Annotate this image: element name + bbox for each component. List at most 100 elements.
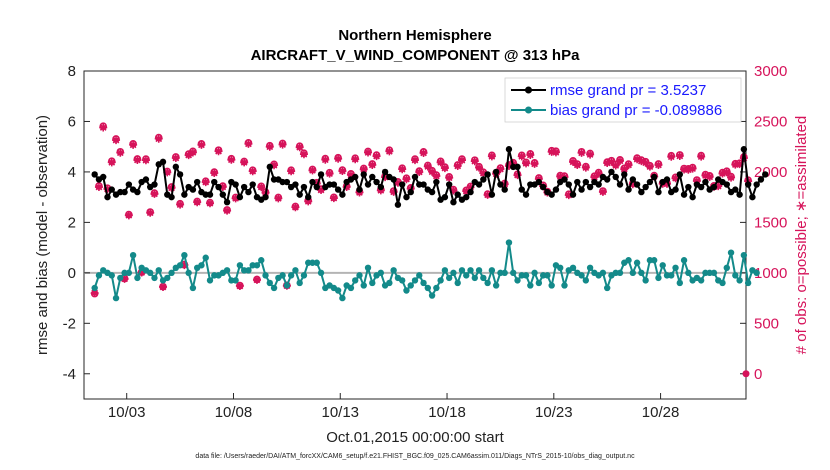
obs-assimilated-point (637, 157, 646, 166)
obs-assimilated-point (291, 203, 300, 212)
obs-assimilated-point (393, 178, 402, 187)
obs-assimilated-point (428, 167, 437, 176)
rmse-point (100, 173, 107, 181)
bias-point (437, 277, 444, 284)
rmse-point (616, 181, 624, 188)
obs-assimilated-point (376, 186, 385, 195)
bias-point (283, 282, 291, 289)
obs-assimilated-point (586, 150, 595, 159)
bias-point (522, 272, 530, 279)
rmse-point (181, 191, 188, 198)
rmse-point (266, 163, 273, 171)
rmse-point (377, 183, 385, 191)
rmse-point (236, 193, 244, 201)
bias-point (492, 282, 500, 289)
bias-point (270, 284, 278, 292)
rmse-point (625, 186, 632, 193)
rmse-point (317, 171, 325, 178)
bias-point (91, 284, 98, 292)
rmse-point (313, 183, 320, 191)
rmse-point (672, 186, 679, 193)
bias-point (125, 269, 133, 277)
x-tick-label: 10/28 (642, 404, 680, 421)
obs-assimilated-point (654, 160, 663, 169)
rmse-point (334, 186, 342, 193)
obs-assimilated-point (457, 156, 466, 165)
bias-point (676, 279, 683, 287)
rmse-point (612, 173, 619, 181)
left-tick-label: 6 (68, 113, 76, 130)
x-tick-label: 10/23 (535, 404, 573, 421)
rmse-point (373, 178, 380, 186)
obs-assimilated-point (556, 172, 565, 181)
bias-point (510, 269, 517, 277)
bias-point (633, 259, 641, 266)
bias-point (129, 251, 137, 259)
bias-point (454, 279, 461, 287)
obs-assimilated-point (112, 136, 121, 145)
bias-point (535, 279, 543, 287)
rmse-point (142, 176, 150, 183)
rmse-point (292, 181, 299, 188)
bias-point (616, 269, 624, 277)
right-tick-label: 1000 (754, 265, 787, 282)
rmse-point (151, 181, 158, 188)
obs-assimilated-point (188, 148, 197, 157)
bias-point (578, 272, 585, 279)
rmse-point (219, 191, 227, 198)
rmse-point (475, 181, 483, 188)
rmse-point (454, 191, 461, 198)
obs-assimilated-point (214, 147, 223, 156)
bias-point (505, 239, 513, 246)
rmse-point (736, 191, 743, 198)
left-tick-label: 4 (68, 164, 76, 181)
left-y-axis-label: rmse and bias (model - observation) (34, 115, 51, 355)
obs-assimilated-point (270, 161, 279, 170)
rmse-point (501, 186, 508, 193)
x-axis-label: Oct.01,2015 00:00:00 start (326, 429, 504, 446)
rmse-point (608, 168, 615, 176)
obs-assimilated-point (295, 143, 304, 152)
obs-assimilated-point (705, 172, 714, 181)
rmse-point (702, 178, 709, 186)
legend-bias-label: bias grand pr = -0.089886 (550, 102, 722, 119)
rmse-point (676, 171, 683, 178)
obs-assimilated-point (235, 281, 244, 290)
obs-assimilated-point (590, 173, 599, 182)
bias-point (603, 284, 611, 292)
rmse-point (232, 181, 239, 188)
right-y-axis-label: # of obs: o=possible; ∗=assimilated (793, 116, 810, 355)
obs-assimilated-point (662, 179, 671, 188)
rmse-point (732, 186, 739, 193)
rmse-point (108, 186, 115, 193)
rmse-point (360, 171, 367, 178)
rmse-point (655, 188, 662, 196)
obs-assimilated-point (201, 178, 210, 187)
bias-point (475, 267, 483, 274)
bias-point (471, 274, 478, 282)
bias-point (697, 277, 705, 284)
rmse-point (578, 186, 585, 193)
bias-point (668, 272, 675, 279)
obs-assimilated-point (513, 171, 522, 180)
bias-point (441, 267, 449, 274)
bias-point (279, 272, 286, 279)
rmse-point (762, 171, 769, 178)
right-tick-label: 1500 (754, 214, 787, 231)
rmse-point (757, 176, 765, 183)
legend-rmse-label: rmse grand pr = 3.5237 (550, 82, 706, 99)
bias-point (557, 264, 564, 271)
obs-assimilated-point (308, 166, 317, 175)
obs-assimilated-point (470, 157, 479, 166)
x-axis-ticks: 10/03 10/08 10/13 10/18 10/23 10/28 (108, 393, 679, 421)
bias-point (206, 277, 214, 284)
rmse-point (125, 181, 133, 188)
chart-title-line2: AIRCRAFT_V_WIND_COMPONENT @ 313 hPa (251, 47, 581, 64)
rmse-point (176, 171, 184, 178)
rmse-point (629, 176, 637, 183)
obs-assimilated-point (244, 139, 253, 148)
rmse-point (168, 193, 175, 201)
rmse-point (390, 176, 397, 183)
rmse-point (548, 191, 555, 198)
obs-assimilated-point (197, 140, 206, 149)
